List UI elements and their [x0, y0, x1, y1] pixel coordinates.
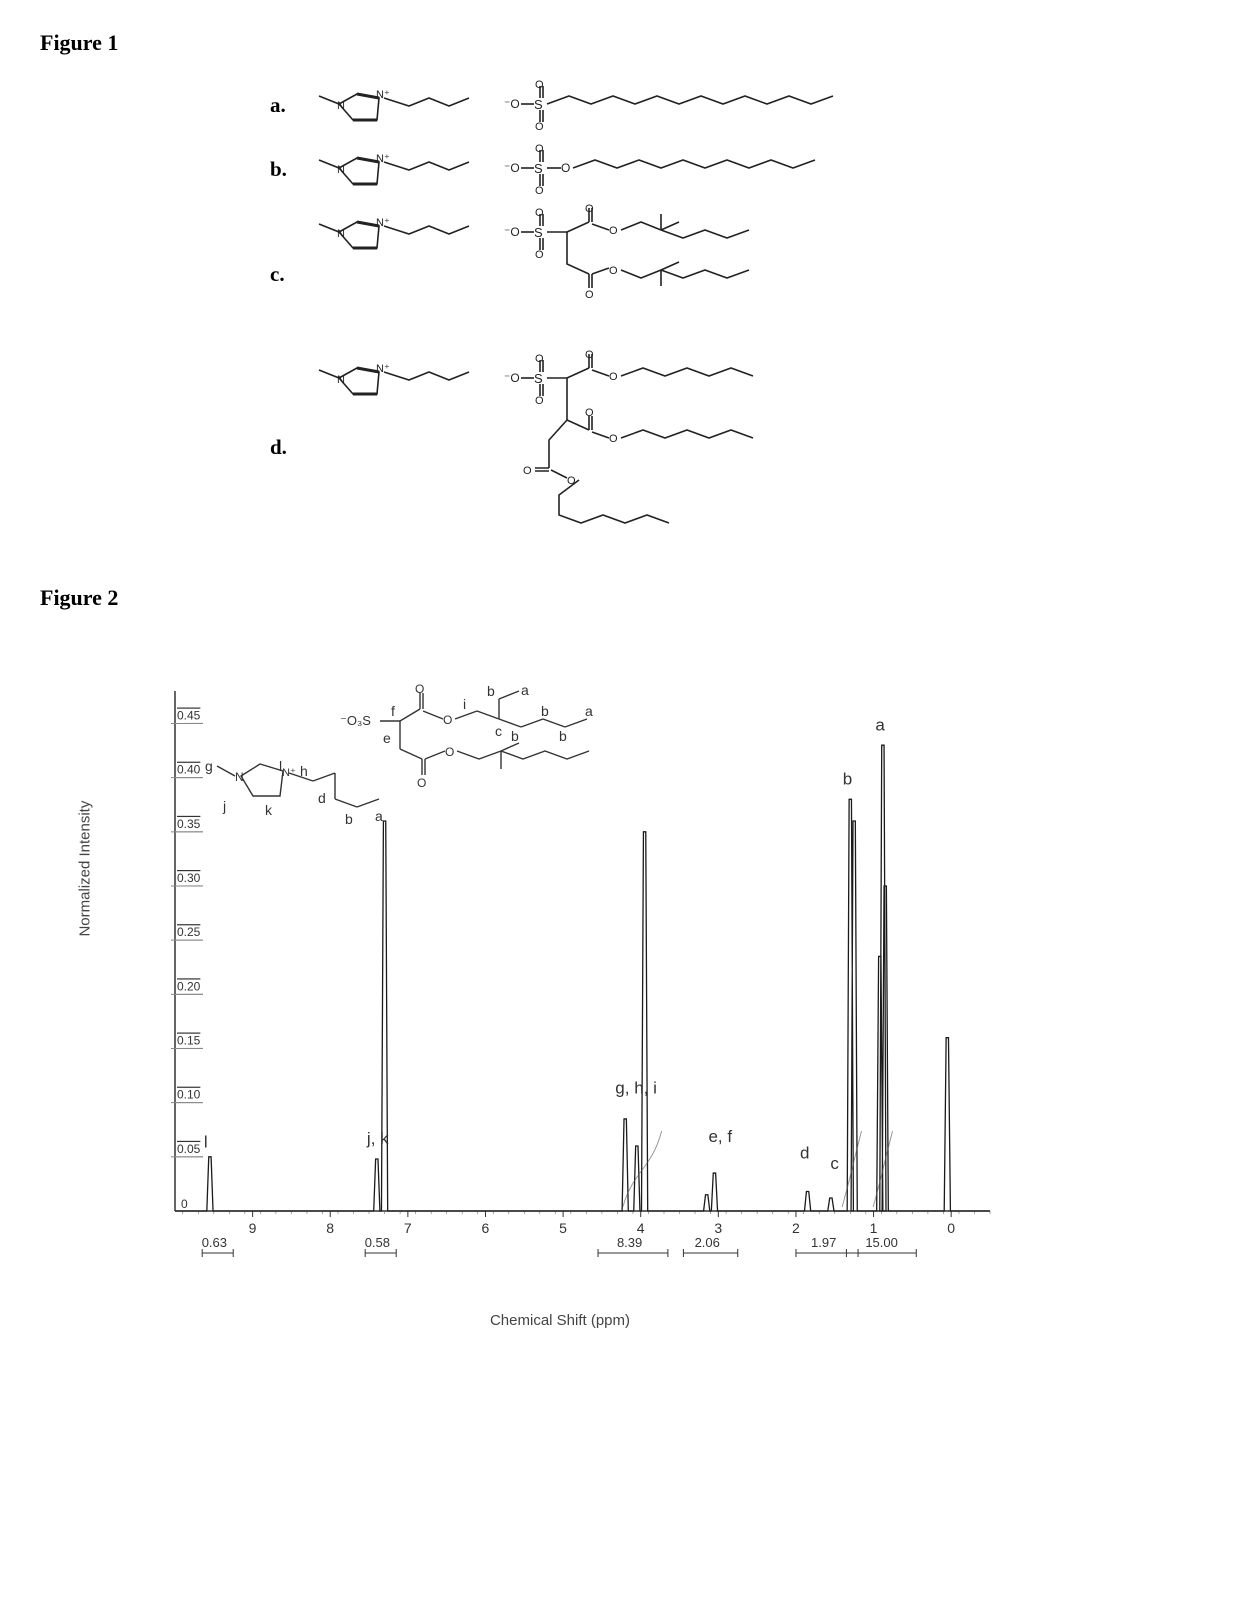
svg-text:⁻O: ⁻O — [504, 371, 520, 385]
svg-text:0.15: 0.15 — [177, 1034, 201, 1048]
svg-text:b: b — [843, 770, 852, 789]
svg-text:0.63: 0.63 — [202, 1235, 227, 1250]
svg-text:O: O — [585, 289, 594, 301]
nmr-spectrum-svg: 0.05 0.10 0.15 0.20 0.25 0.30 0.35 0.40 0.45 0 9 8 7… — [110, 671, 1010, 1291]
structure-svg-c: N N⁺ ⁻O S O O O O O O — [309, 204, 929, 344]
structure-label-a: a. — [270, 95, 294, 116]
structure-svg-a: N N⁺ ⁻O S O O — [309, 76, 929, 134]
svg-text:8.39: 8.39 — [617, 1235, 642, 1250]
structure-label-b: b. — [270, 159, 294, 180]
svg-text:9: 9 — [249, 1220, 257, 1236]
svg-text:1: 1 — [870, 1220, 878, 1236]
svg-text:c: c — [830, 1154, 839, 1173]
svg-text:O: O — [609, 225, 618, 237]
svg-text:0: 0 — [181, 1197, 188, 1211]
svg-text:0: 0 — [947, 1220, 955, 1236]
svg-text:0.25: 0.25 — [177, 925, 201, 939]
svg-text:O: O — [585, 407, 594, 419]
svg-text:3: 3 — [714, 1220, 722, 1236]
svg-text:0.05: 0.05 — [177, 1142, 201, 1156]
svg-text:a: a — [875, 715, 885, 734]
svg-text:O: O — [535, 207, 544, 219]
svg-text:0.30: 0.30 — [177, 871, 201, 885]
structure-svg-b: N N⁺ ⁻O S O O O — [309, 140, 929, 198]
figure2-title: Figure 2 — [40, 585, 1200, 611]
svg-text:0.45: 0.45 — [177, 709, 201, 723]
structure-row-c: c. N N⁺ ⁻O S O O O O — [270, 204, 1200, 344]
svg-text:⁻O: ⁻O — [504, 97, 520, 111]
figure1-title: Figure 1 — [40, 30, 1200, 56]
figure2-wrapper: Normalized Intensity g N l j k N⁺ h d b … — [70, 671, 1200, 1321]
svg-text:N: N — [337, 100, 345, 112]
figure1-structures: a. N N⁺ ⁻O S O O — [270, 76, 1200, 545]
svg-text:N: N — [337, 228, 345, 240]
svg-text:S: S — [534, 371, 543, 386]
svg-text:N: N — [337, 374, 345, 386]
svg-text:2: 2 — [792, 1220, 800, 1236]
svg-text:O: O — [535, 143, 544, 155]
svg-text:O: O — [609, 371, 618, 383]
svg-text:15.00: 15.00 — [865, 1235, 898, 1250]
svg-text:5: 5 — [559, 1220, 567, 1236]
svg-text:O: O — [585, 204, 594, 215]
svg-text:N: N — [337, 164, 345, 176]
svg-text:O: O — [535, 121, 544, 133]
svg-text:O: O — [523, 465, 532, 477]
svg-text:O: O — [535, 249, 544, 261]
svg-text:O: O — [535, 395, 544, 407]
nmr-y-axis-label: Normalized Intensity — [77, 801, 94, 937]
svg-text:0.40: 0.40 — [177, 763, 201, 777]
svg-text:6: 6 — [481, 1220, 489, 1236]
svg-text:2.06: 2.06 — [695, 1235, 720, 1250]
svg-text:O: O — [561, 161, 570, 175]
svg-text:0.20: 0.20 — [177, 979, 201, 993]
svg-text:O: O — [585, 350, 594, 361]
svg-text:⁻O: ⁻O — [504, 225, 520, 239]
svg-text:7: 7 — [404, 1220, 412, 1236]
svg-text:d: d — [800, 1143, 809, 1162]
svg-text:0.10: 0.10 — [177, 1088, 201, 1102]
svg-text:O: O — [609, 433, 618, 445]
structure-svg-d: N N⁺ ⁻O S O O O O O O — [309, 350, 929, 545]
structure-label-c: c. — [270, 264, 294, 285]
structure-row-a: a. N N⁺ ⁻O S O O — [270, 76, 1200, 134]
structure-label-d: d. — [270, 437, 294, 458]
svg-text:S: S — [534, 225, 543, 240]
svg-text:j, k: j, k — [366, 1129, 389, 1148]
svg-text:1.97: 1.97 — [811, 1235, 836, 1250]
svg-text:0.58: 0.58 — [365, 1235, 390, 1250]
svg-text:⁻O: ⁻O — [504, 161, 520, 175]
svg-text:S: S — [534, 161, 543, 176]
structure-row-b: b. N N⁺ ⁻O S O O O — [270, 140, 1200, 198]
svg-text:S: S — [534, 97, 543, 112]
svg-text:g, h, i: g, h, i — [615, 1078, 657, 1097]
svg-text:e, f: e, f — [708, 1127, 732, 1146]
svg-text:O: O — [609, 265, 618, 277]
nmr-spectrum-container: Normalized Intensity g N l j k N⁺ h d b … — [110, 671, 1010, 1321]
svg-text:O: O — [535, 185, 544, 197]
svg-text:8: 8 — [326, 1220, 334, 1236]
svg-text:0.35: 0.35 — [177, 817, 201, 831]
structure-row-d: d. N N⁺ ⁻O S O O O O — [270, 350, 1200, 545]
svg-text:O: O — [535, 353, 544, 365]
svg-text:4: 4 — [637, 1220, 645, 1236]
svg-text:O: O — [535, 79, 544, 91]
svg-text:l: l — [204, 1132, 208, 1151]
nmr-x-axis-label: Chemical Shift (ppm) — [490, 1312, 630, 1329]
